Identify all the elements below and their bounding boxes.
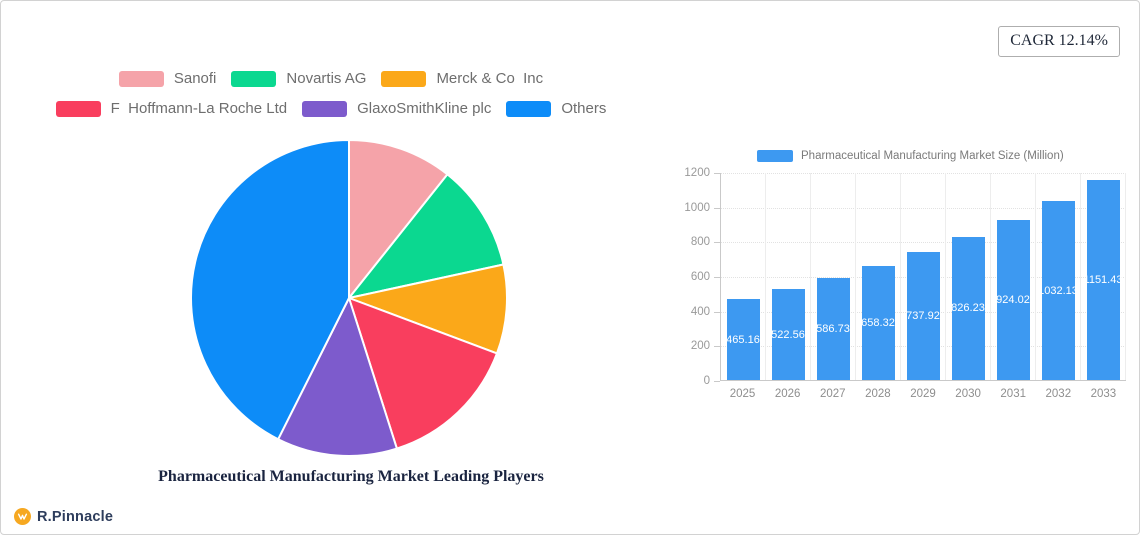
pie-legend-item-3[interactable]: F Hoffmann-La Roche Ltd <box>55 100 288 117</box>
y-tick-label-200: 200 <box>690 340 710 353</box>
pie-slice-5[interactable] <box>190 139 350 441</box>
bar-cell-2028: 658.32 <box>856 173 901 380</box>
h-gridline-1000 <box>721 207 1126 209</box>
pie-legend-label: Others <box>561 100 607 117</box>
bar-2027[interactable]: 586.73 <box>816 278 850 380</box>
pie-slice-2[interactable] <box>348 263 508 355</box>
bar-2030[interactable]: 826.23 <box>951 236 985 380</box>
bar-2025[interactable]: 465.16 <box>726 299 760 380</box>
y-tick-label-1000: 1000 <box>684 201 710 214</box>
bar-cell-2031: 924.02 <box>991 173 1036 380</box>
pie-legend-label: GlaxoSmithKline plc <box>357 100 492 117</box>
pie-legend-swatch <box>506 100 552 117</box>
pie-legend-label: Novartis AG <box>286 70 367 87</box>
bar-2031[interactable]: 924.02 <box>996 219 1030 380</box>
pie-title: Pharmaceutical Manufacturing Market Lead… <box>158 468 544 485</box>
brand-name: R.Pinnacle <box>37 508 114 525</box>
x-tick-label-2030: 2030 <box>955 388 981 400</box>
bar-value-label-2028: 658.32 <box>861 316 895 329</box>
y-tick-label-400: 400 <box>690 305 710 318</box>
y-tick-mark-1200 <box>714 173 720 174</box>
pie-legend-item-2[interactable]: Merck & Co Inc <box>381 70 543 87</box>
pie-legend-label: Merck & Co Inc <box>436 70 544 87</box>
pie-legend-swatch <box>55 100 101 117</box>
pie-legend-item-1[interactable]: Novartis AG <box>231 70 366 87</box>
pie-chart <box>190 139 508 457</box>
bar-cells: 465.16 522.56 586.73 658.32 737.92 826.23 924.… <box>721 173 1126 380</box>
cagr-label: CAGR 12.14% <box>1010 32 1108 49</box>
y-tick-label-600: 600 <box>690 271 710 283</box>
bar-value-label-2026: 522.56 <box>771 328 805 341</box>
bar-value-label-2029: 737.92 <box>906 310 940 323</box>
bar-legend-label: Pharmaceutical Manufacturing Market Size… <box>801 150 1064 162</box>
bar-chart: 465.16 522.56 586.73 658.32 737.92 826.23 924.… <box>720 173 1126 381</box>
bar-cell-2029: 737.92 <box>901 173 946 380</box>
pie-slice-1[interactable] <box>348 173 505 299</box>
x-tick-label-2026: 2026 <box>774 388 801 400</box>
bar-value-label-2032: 1032.13 <box>1038 284 1078 297</box>
pie-legend-swatch <box>381 70 427 87</box>
bar-cell-2030: 826.23 <box>946 173 991 380</box>
bar-cell-2032: 1032.13 <box>1036 173 1081 380</box>
pie-slice-3[interactable] <box>348 297 498 450</box>
bar-cell-2033: 1151.43 <box>1081 173 1126 380</box>
y-tick-mark-600 <box>714 277 720 278</box>
bar-2032[interactable]: 1032.13 <box>1038 201 1078 380</box>
bar-value-label-2025: 465.16 <box>726 333 760 346</box>
bar-2028[interactable]: 658.32 <box>861 265 895 380</box>
h-gridline-800 <box>721 242 1126 244</box>
y-tick-mark-400 <box>714 311 720 313</box>
x-tick-label-2025: 2025 <box>729 388 756 400</box>
y-tick-mark-800 <box>714 242 720 244</box>
y-tick-mark-1000 <box>714 207 720 209</box>
x-tick-label-2029: 2029 <box>910 388 936 400</box>
pie-slice-0[interactable] <box>348 139 449 299</box>
bar-2029[interactable]: 737.92 <box>906 252 940 380</box>
bar-cell-2027: 586.73 <box>811 173 856 380</box>
bar-cell-2025: 465.16 <box>721 173 766 380</box>
pie-legend: Sanofi Novartis AG Merck & Co Inc F Hoffman… <box>31 70 631 117</box>
y-tick-mark-200 <box>714 346 720 348</box>
bar-value-label-2027: 586.73 <box>816 323 850 336</box>
rpinnacle-logo-icon <box>14 508 31 525</box>
pie-legend-item-5[interactable]: Others <box>506 100 606 117</box>
x-tick-label-2027: 2027 <box>819 388 846 400</box>
pie-legend-swatch <box>118 70 164 87</box>
bar-2033[interactable]: 1151.43 <box>1083 180 1123 380</box>
pie-legend-swatch <box>302 100 348 117</box>
pie-legend-swatch <box>231 70 277 87</box>
x-tick-label-2031: 2031 <box>1000 388 1026 400</box>
pie-legend-item-4[interactable]: GlaxoSmithKline plc <box>302 100 491 117</box>
pie-legend-item-0[interactable]: Sanofi <box>118 70 217 87</box>
pie-legend-label: Sanofi <box>173 70 217 87</box>
bar-legend-swatch <box>757 150 793 162</box>
cagr-badge: CAGR 12.14% <box>998 26 1120 57</box>
x-tick-label-2028: 2028 <box>865 388 891 400</box>
bar-value-label-2030: 826.23 <box>951 302 985 315</box>
y-tick-mark-0 <box>714 381 720 382</box>
h-gridline-1200 <box>721 173 1126 174</box>
pie-legend-label: F Hoffmann-La Roche Ltd <box>110 100 288 117</box>
y-tick-label-1200: 1200 <box>684 167 710 179</box>
pie-slice-4[interactable] <box>277 297 398 457</box>
y-tick-label-800: 800 <box>690 236 710 249</box>
bar-2026[interactable]: 522.56 <box>771 289 805 380</box>
bar-value-label-2033: 1151.43 <box>1083 274 1123 287</box>
brand-logo: R.Pinnacle <box>14 508 113 525</box>
bar-legend-item[interactable]: Pharmaceutical Manufacturing Market Size… <box>757 150 1064 162</box>
x-tick-label-2032: 2032 <box>1045 388 1072 400</box>
x-tick-label-2033: 2033 <box>1090 388 1117 400</box>
bar-value-label-2031: 924.02 <box>996 293 1030 306</box>
bar-cell-2026: 522.56 <box>766 173 811 380</box>
y-tick-label-0: 0 <box>703 375 710 387</box>
